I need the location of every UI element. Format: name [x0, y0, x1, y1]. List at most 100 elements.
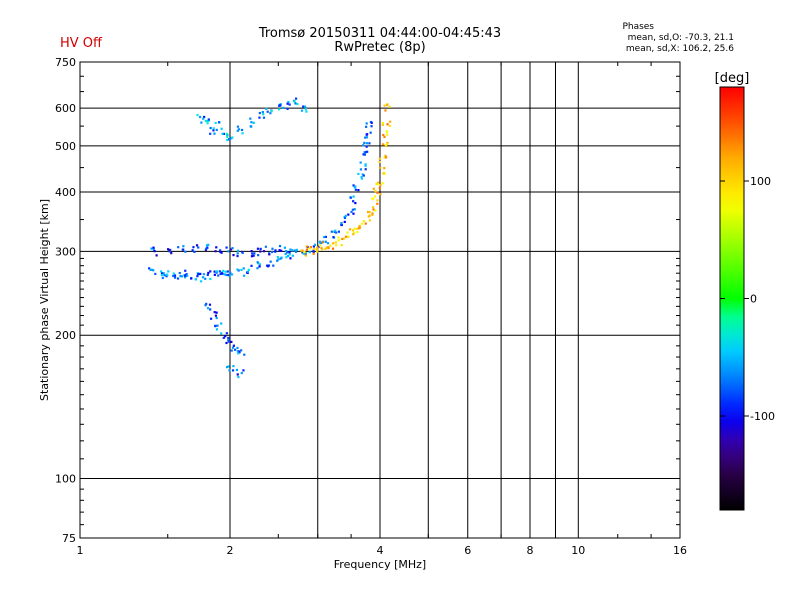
echo-point — [246, 270, 250, 274]
echo-point — [238, 351, 241, 354]
echo-point — [222, 132, 226, 136]
y-tick-label: 750 — [55, 56, 76, 69]
echo-point — [173, 274, 177, 277]
echo-point — [215, 246, 218, 249]
echo-point — [332, 236, 335, 239]
echo-point — [378, 160, 381, 164]
echo-point — [261, 111, 264, 114]
echo-point — [218, 270, 222, 273]
y-axis-label: Stationary phase Virtual Height [km] — [38, 199, 51, 401]
echo-point — [343, 220, 346, 224]
echo-point — [374, 209, 377, 212]
echo-point — [304, 254, 307, 257]
echo-point — [334, 229, 337, 232]
echo-point — [249, 117, 252, 120]
echo-point — [305, 248, 309, 251]
echo-point — [207, 118, 210, 121]
echo-point — [318, 240, 322, 243]
echo-point — [155, 254, 158, 257]
echo-point — [364, 168, 367, 171]
echo-point — [340, 244, 343, 247]
echo-point — [386, 123, 389, 126]
echo-point — [335, 244, 338, 247]
echo-point — [271, 247, 274, 250]
echo-point — [180, 275, 184, 278]
echo-point — [243, 274, 246, 277]
phases-title: Phases — [622, 22, 654, 32]
echo-point — [388, 124, 392, 127]
echo-point — [232, 344, 236, 347]
echo-point — [300, 249, 303, 252]
echo-point — [364, 136, 367, 139]
echo-point — [324, 235, 328, 239]
echo-point — [243, 353, 246, 356]
echo-point — [236, 373, 239, 376]
echo-point — [227, 339, 230, 342]
echo-point — [388, 105, 391, 108]
echo-point — [200, 280, 203, 283]
echo-point — [337, 230, 341, 233]
echo-point — [278, 249, 281, 252]
x-tick-label: 2 — [227, 544, 234, 557]
echo-point — [227, 365, 230, 368]
echo-point — [212, 129, 215, 132]
echo-point — [302, 252, 305, 255]
echo-point — [213, 132, 216, 135]
echo-point — [382, 133, 385, 137]
echo-point — [346, 231, 349, 234]
echo-point — [258, 116, 261, 119]
echo-point — [184, 274, 187, 277]
y-tick-label: 500 — [55, 140, 76, 153]
x-tick-label: 1 — [77, 544, 84, 557]
echo-point — [172, 272, 175, 275]
echo-point — [368, 219, 372, 222]
echo-point — [371, 213, 374, 216]
echo-point — [214, 325, 217, 328]
echo-point — [368, 210, 371, 214]
plot-subtitle: RwPretec (8p) — [334, 40, 426, 55]
echo-point — [150, 268, 153, 271]
echo-point — [347, 213, 350, 216]
echo-point — [253, 252, 256, 255]
echo-point — [385, 130, 388, 133]
echo-point — [249, 125, 252, 128]
echo-point — [381, 143, 385, 146]
echo-point — [265, 107, 268, 111]
x-tick-label: 8 — [527, 544, 534, 557]
echo-point — [193, 250, 196, 253]
echo-point — [384, 154, 387, 157]
echo-point — [185, 273, 188, 276]
echo-point — [250, 255, 254, 258]
echo-point — [308, 247, 311, 250]
echo-point — [224, 335, 227, 338]
echo-point — [321, 248, 324, 251]
echo-point — [227, 336, 230, 340]
echo-point — [295, 248, 298, 251]
echo-point — [217, 274, 220, 277]
echo-point — [305, 110, 308, 113]
echo-point — [344, 235, 348, 238]
echo-point — [342, 237, 346, 240]
echo-point — [153, 250, 156, 253]
echo-point — [368, 214, 371, 217]
echo-point — [266, 110, 269, 113]
echo-point — [381, 122, 385, 125]
echo-point — [216, 324, 219, 327]
echo-point — [286, 102, 289, 105]
echo-point — [384, 144, 388, 147]
echo-point — [256, 267, 259, 270]
echo-point — [284, 252, 287, 256]
echo-point — [220, 127, 223, 130]
echo-point — [289, 248, 292, 251]
echo-point — [384, 109, 387, 112]
echo-point — [227, 340, 230, 343]
echo-point — [152, 248, 155, 251]
echo-point — [204, 277, 207, 280]
echo-point — [262, 116, 266, 119]
echo-point — [357, 172, 360, 176]
echo-point — [223, 273, 226, 276]
echo-point — [167, 270, 170, 273]
echo-point — [378, 187, 381, 190]
echo-point — [381, 123, 384, 126]
echo-point — [221, 132, 224, 135]
